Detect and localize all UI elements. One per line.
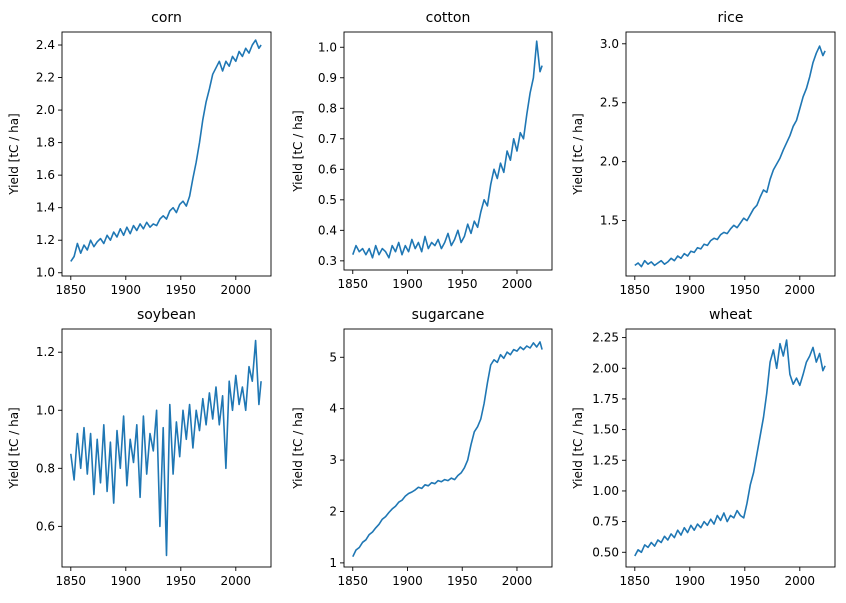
y-tick-label: 0.3 (318, 254, 337, 268)
y-tick-label: 2.0 (600, 155, 619, 169)
y-tick-label: 2.0 (36, 103, 55, 117)
x-tick-label: 1900 (111, 574, 142, 588)
axes-frame (61, 328, 272, 568)
subplot-title: cotton (426, 10, 471, 26)
subplot-title: rice (718, 10, 744, 26)
x-tick-label: 1850 (337, 574, 368, 588)
y-tick-label: 2.5 (600, 96, 619, 110)
y-tick-label: 1.50 (592, 423, 619, 437)
y-tick-label: 1.2 (36, 345, 55, 359)
y-tick-label: 0.8 (318, 101, 337, 115)
x-tick-label: 1850 (56, 574, 87, 588)
series-line (352, 40, 543, 259)
axes-frame (61, 31, 272, 277)
x-tick-label: 1950 (166, 574, 197, 588)
y-tick-label: 3.0 (600, 37, 619, 51)
subplot-corn: 1850 1900 1950 2000 1.0 1.2 1.4 1.6 1.8 2.0 2.2 2.4… (7, 10, 272, 297)
y-tick-label: 0.9 (318, 71, 337, 85)
x-tick-label: 1900 (675, 283, 706, 297)
x-tick-label: 2000 (221, 283, 252, 297)
x-tick-label: 2000 (502, 277, 533, 291)
y-tick-label: 2 (329, 504, 337, 518)
axes-frame (343, 31, 553, 271)
subplot-wheat: 1850 1900 1950 2000 0.50 0.75 1.00 1.25 1.50 1.75… (571, 307, 836, 588)
y-tick-label: 1.0 (36, 403, 55, 417)
x-tick-label: 1900 (392, 574, 423, 588)
x-tick-label: 2000 (785, 574, 816, 588)
subplot-title: wheat (709, 307, 753, 323)
y-tick-label: 1 (329, 556, 337, 570)
x-tick-label: 1900 (675, 574, 706, 588)
y-tick-label: 2.4 (36, 38, 55, 52)
y-tick-label: 5 (329, 350, 337, 364)
x-tick-label: 1850 (337, 277, 368, 291)
axes-frame (625, 328, 836, 568)
y-axis-label: Yield [tC / ha] (571, 407, 585, 489)
subplot-title: sugarcane (412, 307, 485, 323)
x-tick-label: 1950 (730, 574, 761, 588)
x-tick-label: 1950 (447, 277, 478, 291)
y-tick-label: 1.6 (36, 168, 55, 182)
x-tick-label: 2000 (221, 574, 252, 588)
subplot-soybean: 1850 1900 1950 2000 0.6 0.8 1.0 1.2 soybean Yield… (7, 307, 272, 588)
y-tick-label: 1.25 (592, 453, 619, 467)
subplot-title: soybean (137, 307, 196, 323)
subplot-sugarcane: 1850 1900 1950 2000 1 2 3 4 5 sugarcane Yield [tC … (291, 307, 553, 588)
x-tick-label: 1900 (392, 277, 423, 291)
axes-frame (625, 31, 836, 277)
x-tick-label: 1900 (111, 283, 142, 297)
subplot-rice: 1850 1900 1950 2000 1.5 2.0 2.5 3.0 rice Yield [t… (571, 10, 836, 297)
y-tick-label: 3 (329, 453, 337, 467)
y-tick-label: 0.4 (318, 223, 337, 237)
series-line (634, 339, 826, 557)
y-tick-label: 1.5 (600, 214, 619, 228)
y-axis-label: Yield [tC / ha] (7, 407, 21, 489)
y-axis-label: Yield [tC / ha] (291, 407, 305, 489)
y-tick-label: 2.2 (36, 71, 55, 85)
y-axis-label: Yield [tC / ha] (291, 110, 305, 192)
y-tick-label: 1.0 (36, 266, 55, 280)
y-tick-label: 1.4 (36, 201, 55, 215)
x-tick-label: 1950 (166, 283, 197, 297)
y-tick-label: 1.2 (36, 233, 55, 247)
x-tick-label: 1850 (620, 574, 651, 588)
y-tick-label: 2.00 (592, 361, 619, 375)
y-tick-label: 0.75 (592, 515, 619, 529)
subplot-title: corn (151, 10, 182, 26)
y-tick-label: 0.50 (592, 545, 619, 559)
y-tick-label: 1.75 (592, 392, 619, 406)
x-tick-label: 2000 (785, 283, 816, 297)
y-axis-label: Yield [tC / ha] (7, 113, 21, 195)
y-tick-label: 1.8 (36, 136, 55, 150)
x-tick-label: 1950 (730, 283, 761, 297)
series-line (70, 39, 262, 262)
y-tick-label: 1.0 (318, 40, 337, 54)
y-tick-label: 0.6 (318, 162, 337, 176)
y-tick-label: 4 (329, 402, 337, 416)
series-line (352, 341, 543, 558)
series-line (634, 45, 826, 268)
subplot-cotton: 1850 1900 1950 2000 0.3 0.4 0.5 0.6 0.7 0.8 0.9 1.0… (291, 10, 553, 291)
axes-frame (343, 328, 553, 568)
y-tick-label: 2.25 (592, 331, 619, 345)
y-tick-label: 0.8 (36, 461, 55, 475)
y-tick-label: 0.5 (318, 193, 337, 207)
y-tick-label: 0.6 (36, 519, 55, 533)
x-tick-label: 1950 (447, 574, 478, 588)
x-tick-label: 1850 (56, 283, 87, 297)
y-axis-label: Yield [tC / ha] (571, 113, 585, 195)
x-tick-label: 2000 (502, 574, 533, 588)
y-tick-label: 1.00 (592, 484, 619, 498)
y-tick-label: 0.7 (318, 132, 337, 146)
series-line (70, 339, 262, 557)
x-tick-label: 1850 (620, 283, 651, 297)
